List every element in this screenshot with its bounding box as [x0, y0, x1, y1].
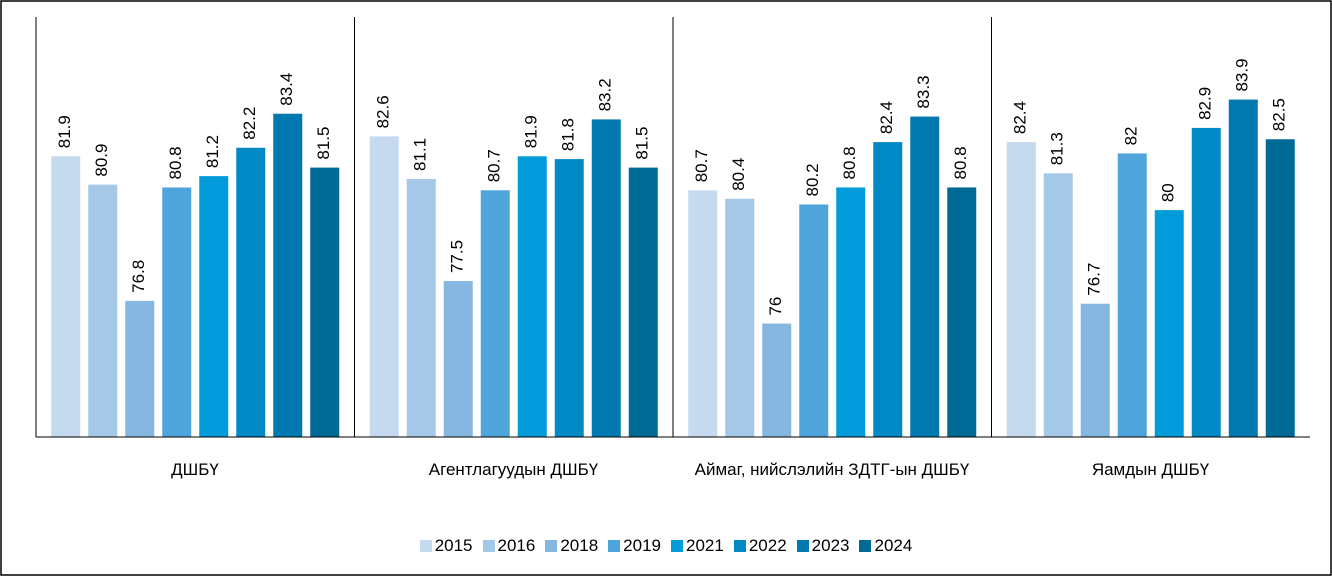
bar [910, 116, 940, 438]
data-label: 81.5 [314, 127, 333, 160]
data-label: 76.7 [1085, 263, 1104, 296]
bar [125, 300, 155, 437]
data-label: 81.1 [411, 138, 430, 171]
legend-item: 2023 [796, 536, 850, 556]
legend-item: 2024 [859, 536, 912, 556]
x-tick-label: Агентлагуудын ДШБҮ [428, 460, 599, 479]
legend-item: 2022 [733, 536, 787, 556]
bar [369, 136, 399, 437]
data-label: 81.9 [55, 115, 74, 148]
data-label: 83.3 [914, 75, 933, 108]
bar [628, 167, 658, 437]
legend-label: 2015 [434, 536, 473, 555]
data-label: 82.5 [1270, 98, 1289, 131]
legend: 2015 2016 2018 2019 2021 2022 2023 2024 [0, 536, 1332, 556]
data-label: 80.4 [729, 158, 748, 191]
bar [273, 113, 303, 437]
data-label: 83.4 [277, 73, 296, 106]
legend-label: 2023 [811, 536, 850, 555]
data-label: 80.7 [692, 149, 711, 182]
bar [517, 156, 547, 437]
data-label: 80.8 [840, 146, 859, 179]
data-label: 80.8 [951, 146, 970, 179]
data-label: 81.9 [522, 115, 541, 148]
data-label: 77.5 [448, 240, 467, 273]
legend-item: 2016 [482, 536, 536, 556]
bar [406, 178, 436, 437]
bar [1228, 99, 1258, 438]
legend-swatch [482, 540, 495, 552]
data-label: 83.2 [596, 78, 615, 111]
legend-swatch [545, 540, 558, 552]
data-label: 81.8 [559, 118, 578, 151]
data-label: 80 [1159, 183, 1178, 202]
legend-item: 2015 [419, 536, 473, 556]
data-label: 81.2 [203, 135, 222, 168]
bar [310, 167, 340, 437]
data-label: 82.6 [374, 95, 393, 128]
data-label: 82.4 [1011, 101, 1030, 134]
data-label: 80.8 [166, 146, 185, 179]
x-tick-label: Яамдын ДШБҮ [1091, 460, 1210, 479]
data-label: 80.2 [803, 163, 822, 196]
bar [1080, 303, 1110, 437]
legend-swatch [796, 540, 809, 552]
legend-label: 2019 [623, 536, 661, 555]
legend-swatch [671, 540, 683, 552]
x-tick-label: Аймаг, нийслэлийн ЗДТГ-ын ДШБҮ [694, 460, 970, 479]
legend-item: 2018 [545, 536, 598, 556]
legend-label: 2016 [497, 536, 536, 555]
bar [1006, 142, 1036, 438]
legend-label: 2018 [560, 536, 599, 555]
legend-label: 2022 [748, 536, 787, 555]
legend-swatch [608, 540, 621, 552]
bar [591, 119, 621, 438]
bar [762, 323, 792, 437]
data-label: 82.9 [1196, 87, 1215, 120]
legend-swatch [419, 540, 432, 552]
legend-swatch [859, 540, 872, 552]
bar [199, 176, 229, 437]
bar [1117, 153, 1147, 437]
data-label: 82.4 [877, 101, 896, 134]
bar [51, 156, 81, 437]
bar [873, 142, 903, 438]
bar [947, 187, 977, 437]
data-label: 82 [1122, 127, 1141, 146]
data-label: 76.8 [129, 260, 148, 293]
data-label: 80.9 [92, 144, 111, 177]
bar [236, 147, 266, 437]
bar [480, 190, 510, 437]
x-tick-label: ДШБҮ [171, 460, 219, 479]
bar [799, 204, 829, 437]
legend-item: 2021 [671, 536, 724, 556]
bar [1154, 210, 1184, 437]
bar [443, 281, 473, 437]
legend-label: 2024 [874, 536, 913, 555]
data-label: 80.7 [485, 149, 504, 182]
bar [162, 187, 192, 437]
legend-swatch [733, 540, 746, 552]
bar [88, 184, 118, 437]
bar [1043, 173, 1073, 437]
bar [836, 187, 866, 437]
bar [554, 159, 584, 437]
legend-label: 2021 [686, 536, 724, 555]
data-label: 82.2 [240, 107, 259, 140]
data-label: 81.5 [633, 127, 652, 160]
bar [1265, 139, 1295, 437]
bar [1191, 127, 1221, 438]
bar [725, 198, 755, 437]
legend-item: 2019 [608, 536, 661, 556]
data-label: 76 [766, 297, 785, 316]
bar [688, 190, 718, 437]
data-label: 83.9 [1233, 58, 1252, 91]
data-label: 81.3 [1048, 132, 1067, 165]
